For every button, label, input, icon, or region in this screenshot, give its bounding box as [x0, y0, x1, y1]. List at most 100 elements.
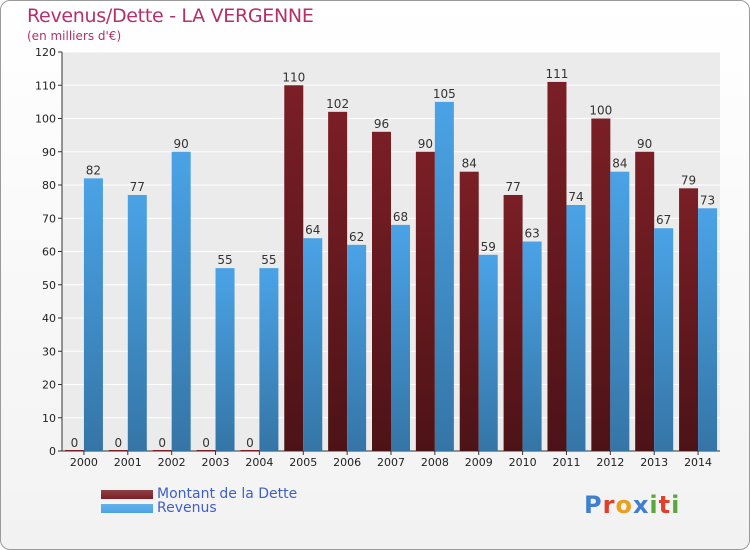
bar-revenus-2003 [215, 268, 235, 451]
bar-revenus-2014 [698, 208, 718, 451]
legend-item-revenus: Revenus [101, 500, 361, 517]
bar-revenus-2008 [434, 101, 454, 451]
data-label-dette-2010: 77 [505, 180, 520, 194]
legend-swatch-dette [101, 490, 153, 499]
bar-dette-2001 [108, 450, 128, 451]
x-tick-label: 2004 [245, 456, 273, 469]
data-label-dette-2007: 96 [374, 117, 389, 131]
y-tick-label: 20 [42, 379, 56, 392]
logo-letter: r [602, 491, 616, 519]
data-label-dette-2008: 90 [418, 137, 433, 151]
chart-title: Revenus/Dette - LA VERGENNE [27, 5, 314, 27]
bar-revenus-2001 [127, 194, 147, 451]
data-label-revenus-2014: 73 [700, 193, 715, 207]
data-label-revenus-2003: 55 [217, 253, 232, 267]
y-tick-label: 40 [42, 312, 56, 325]
bar-revenus-2007 [391, 224, 410, 451]
x-tick-label: 2013 [640, 456, 668, 469]
bar-dette-2005 [284, 85, 304, 451]
logo-letter: x [632, 491, 650, 519]
data-label-revenus-2008: 105 [433, 87, 456, 101]
data-label-dette-2011: 111 [546, 67, 569, 81]
data-label-dette-2006: 102 [326, 97, 349, 111]
data-label-revenus-2011: 74 [568, 190, 583, 204]
legend-label-dette: Montant de la Dette [157, 486, 298, 502]
bar-dette-2011 [547, 81, 567, 452]
data-label-revenus-2000: 82 [86, 163, 101, 177]
y-tick-label: 50 [42, 279, 56, 292]
bar-revenus-2000 [83, 178, 103, 451]
bar-dette-2009 [459, 171, 479, 451]
bar-revenus-2005 [303, 238, 323, 451]
y-tick-label: 60 [42, 246, 56, 259]
bar-dette-2006 [328, 111, 348, 451]
logo-letter: P [584, 491, 603, 519]
x-tick-label: 2008 [421, 456, 449, 469]
data-label-dette-2014: 79 [681, 173, 696, 187]
data-label-revenus-2013: 67 [656, 213, 671, 227]
chart-subtitle: (en milliers d'€) [27, 29, 122, 43]
logo-letter: o [615, 491, 633, 519]
data-label-revenus-2004: 55 [261, 253, 276, 267]
bar-dette-2013 [635, 151, 655, 451]
data-label-revenus-2012: 84 [612, 157, 627, 171]
data-label-dette-2012: 100 [589, 104, 612, 118]
data-label-dette-2009: 84 [462, 157, 477, 171]
y-tick-label: 80 [42, 179, 56, 192]
bar-revenus-2002 [171, 151, 191, 451]
x-tick-label: 2012 [596, 456, 624, 469]
logo-letter: t [658, 491, 672, 519]
x-tick-label: 2007 [377, 456, 405, 469]
bar-dette-2012 [591, 118, 611, 451]
bar-revenus-2010 [522, 241, 542, 451]
y-tick-label: 10 [42, 412, 56, 425]
bar-revenus-2009 [478, 254, 498, 451]
data-label-revenus-2007: 68 [393, 210, 408, 224]
x-tick-label: 2014 [684, 456, 712, 469]
data-label-revenus-2010: 63 [524, 227, 539, 241]
bar-revenus-2011 [566, 204, 586, 451]
bar-dette-2003 [196, 450, 216, 451]
data-label-dette-2004: 0 [246, 436, 254, 450]
y-tick-label: 90 [42, 146, 56, 159]
y-tick-label: 100 [35, 113, 56, 126]
y-tick-label: 70 [42, 212, 56, 225]
bar-dette-2004 [240, 450, 260, 451]
x-tick-label: 2009 [465, 456, 493, 469]
data-label-revenus-2006: 62 [349, 230, 364, 244]
bar-revenus-2012 [610, 171, 630, 451]
bar-dette-2010 [503, 194, 523, 451]
legend-item-dette: Montant de la Dette [101, 486, 361, 503]
data-label-dette-2005: 110 [282, 70, 305, 84]
data-label-revenus-2009: 59 [481, 240, 496, 254]
bar-dette-2002 [152, 450, 172, 451]
bar-revenus-2006 [347, 244, 367, 451]
data-label-dette-2003: 0 [202, 436, 210, 450]
logo-letter: i [671, 491, 681, 519]
data-label-revenus-2001: 77 [130, 180, 145, 194]
bar-dette-2014 [679, 188, 699, 451]
legend-swatch-revenus [101, 504, 153, 513]
legend-label-revenus: Revenus [157, 500, 217, 516]
data-label-revenus-2002: 90 [174, 137, 189, 151]
bar-dette-2007 [372, 131, 391, 452]
y-tick-label: 120 [35, 46, 56, 59]
x-tick-label: 2011 [552, 456, 580, 469]
bar-dette-2008 [415, 151, 435, 451]
data-label-dette-2000: 0 [71, 436, 79, 450]
y-tick-label: 0 [49, 445, 56, 458]
logo-letter: i [649, 491, 659, 519]
x-tick-label: 2006 [333, 456, 361, 469]
x-tick-label: 2002 [158, 456, 186, 469]
x-tick-label: 2005 [289, 456, 317, 469]
proxiti-logo: Proxiti [584, 491, 680, 519]
x-tick-label: 2003 [202, 456, 230, 469]
bar-revenus-2004 [259, 268, 279, 451]
data-label-dette-2002: 0 [158, 436, 166, 450]
x-tick-label: 2001 [114, 456, 142, 469]
data-label-dette-2001: 0 [114, 436, 122, 450]
y-tick-label: 30 [42, 345, 56, 358]
x-tick-label: 2000 [70, 456, 98, 469]
